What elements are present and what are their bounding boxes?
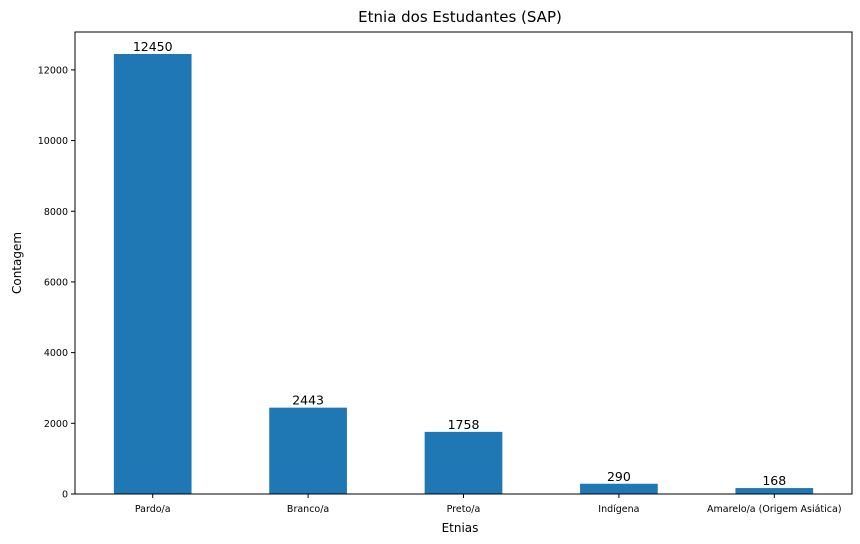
x-axis-ticks: Pardo/a Branco/a Preto/a Indígena Amarelo/a … [135, 494, 842, 515]
data-label: 168 [762, 473, 786, 488]
data-label: 2443 [292, 393, 324, 408]
x-tick-label: Amarelo/a (Origem Asiática) [707, 504, 842, 515]
plot-frame [74, 31, 853, 495]
data-label: 290 [607, 469, 631, 484]
y-tick-label: 6000 [44, 277, 68, 288]
bar-2 [424, 431, 503, 494]
data-label: 12450 [133, 39, 173, 54]
bars-group [113, 53, 814, 495]
y-tick-label: 2000 [44, 419, 68, 430]
x-axis-label: Etnias [442, 521, 479, 535]
y-tick-label: 0 [62, 490, 68, 501]
data-label: 1758 [448, 417, 480, 432]
y-tick-label: 12000 [38, 65, 68, 76]
bar-1 [269, 407, 347, 494]
bar-3 [580, 483, 658, 494]
y-tick-label: 10000 [38, 136, 68, 147]
data-labels-group: 12450 2443 1758 290 168 [133, 39, 786, 488]
y-axis-ticks: 0 2000 4000 6000 8000 10000 12000 [38, 65, 75, 501]
x-tick-label: Branco/a [287, 504, 329, 515]
bar-0 [113, 53, 192, 495]
y-axis-label: Contagem [10, 232, 24, 294]
x-tick-label: Indígena [598, 504, 639, 515]
y-tick-label: 8000 [44, 207, 68, 218]
y-tick-label: 4000 [44, 348, 68, 359]
x-tick-label: Pardo/a [135, 504, 171, 515]
bar-4 [735, 488, 814, 494]
x-tick-label: Preto/a [447, 504, 481, 515]
chart-title: Etnia dos Estudantes (SAP) [358, 8, 562, 26]
